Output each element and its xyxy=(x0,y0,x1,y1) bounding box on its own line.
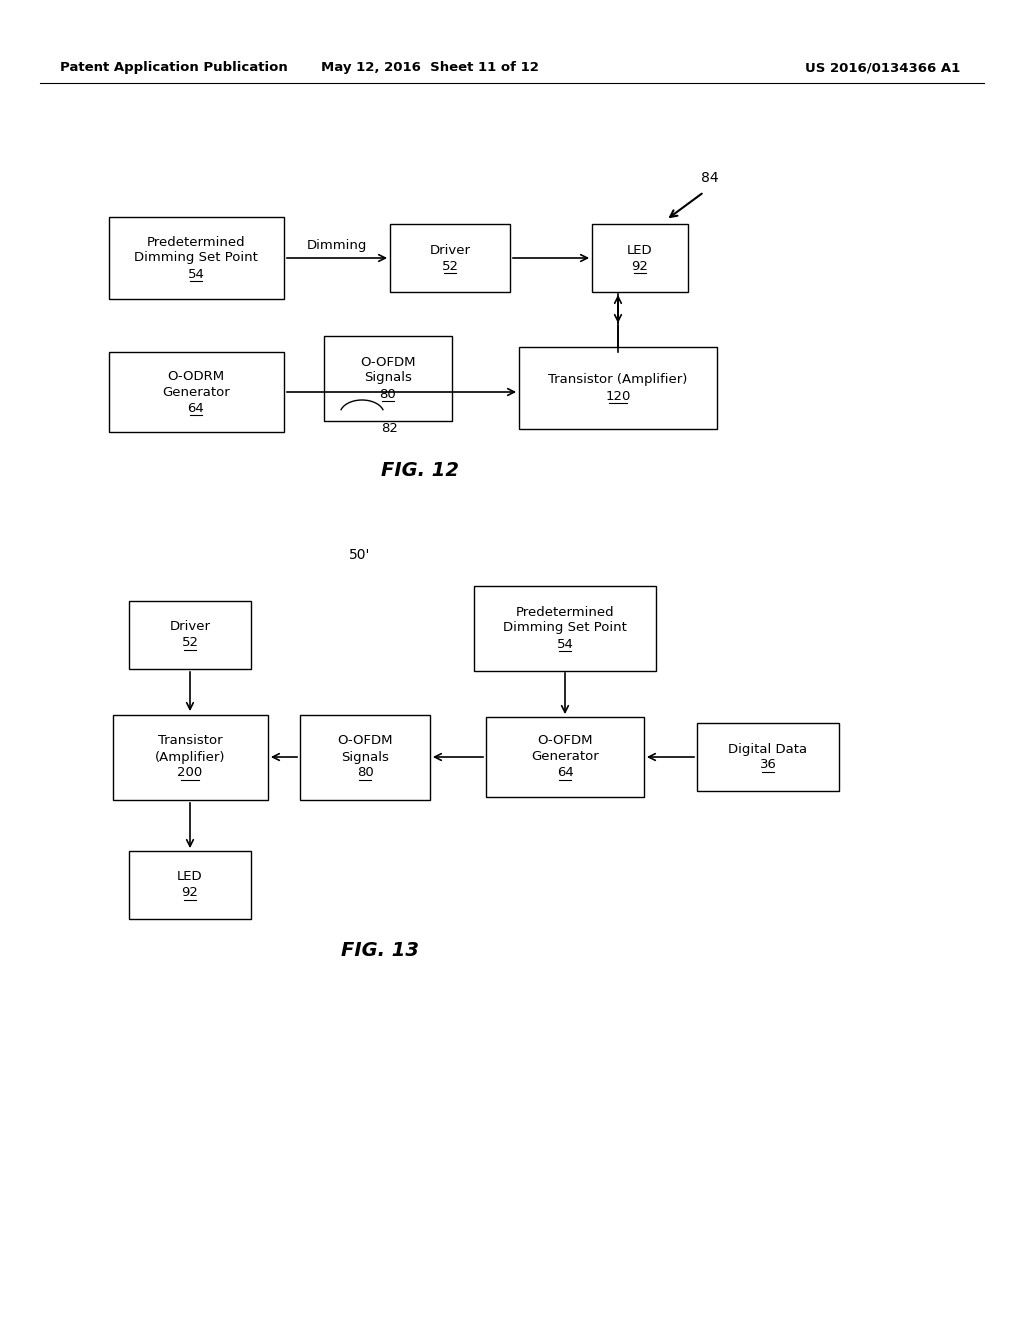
Text: Patent Application Publication: Patent Application Publication xyxy=(60,62,288,74)
Bar xyxy=(113,714,267,800)
Text: US 2016/0134366 A1: US 2016/0134366 A1 xyxy=(805,62,961,74)
Text: 54: 54 xyxy=(187,268,205,281)
Text: Transistor (Amplifier): Transistor (Amplifier) xyxy=(548,374,688,387)
Text: Driver: Driver xyxy=(170,620,211,634)
Bar xyxy=(697,723,839,791)
Bar xyxy=(129,851,251,919)
Text: FIG. 12: FIG. 12 xyxy=(381,461,459,479)
Text: Dimming: Dimming xyxy=(307,239,368,252)
Bar xyxy=(324,335,452,421)
Text: Predetermined: Predetermined xyxy=(146,235,246,248)
Text: 80: 80 xyxy=(380,388,396,400)
Text: O-ODRM: O-ODRM xyxy=(168,370,224,383)
Text: (Amplifier): (Amplifier) xyxy=(155,751,225,763)
Bar xyxy=(474,586,656,671)
Text: Predetermined: Predetermined xyxy=(516,606,614,619)
Text: 64: 64 xyxy=(557,767,573,780)
Bar xyxy=(129,601,251,669)
Text: 80: 80 xyxy=(356,767,374,780)
Text: LED: LED xyxy=(177,870,203,883)
Text: Signals: Signals xyxy=(341,751,389,763)
Text: 92: 92 xyxy=(181,887,199,899)
Text: 200: 200 xyxy=(177,767,203,780)
Bar xyxy=(300,714,430,800)
Bar xyxy=(592,224,688,292)
Text: O-OFDM: O-OFDM xyxy=(538,734,593,747)
Bar xyxy=(519,347,717,429)
Text: O-OFDM: O-OFDM xyxy=(360,355,416,368)
Bar xyxy=(486,717,644,797)
Text: 50': 50' xyxy=(349,548,371,562)
Text: 82: 82 xyxy=(382,421,398,434)
Text: 92: 92 xyxy=(632,260,648,272)
Bar xyxy=(109,216,284,300)
Text: 120: 120 xyxy=(605,389,631,403)
Text: 64: 64 xyxy=(187,401,205,414)
Text: LED: LED xyxy=(627,243,653,256)
Bar xyxy=(109,352,284,432)
Text: Driver: Driver xyxy=(429,243,470,256)
Text: Digital Data: Digital Data xyxy=(728,742,808,755)
Text: Generator: Generator xyxy=(162,385,229,399)
Text: Generator: Generator xyxy=(531,751,599,763)
Text: Signals: Signals xyxy=(365,371,412,384)
Text: 36: 36 xyxy=(760,759,776,771)
Text: Dimming Set Point: Dimming Set Point xyxy=(503,622,627,635)
Bar xyxy=(390,224,510,292)
Text: 52: 52 xyxy=(181,636,199,649)
Text: O-OFDM: O-OFDM xyxy=(337,734,393,747)
Text: Transistor: Transistor xyxy=(158,734,222,747)
Text: FIG. 13: FIG. 13 xyxy=(341,940,419,960)
Text: 52: 52 xyxy=(441,260,459,272)
Text: Dimming Set Point: Dimming Set Point xyxy=(134,252,258,264)
Text: May 12, 2016  Sheet 11 of 12: May 12, 2016 Sheet 11 of 12 xyxy=(322,62,539,74)
Text: 54: 54 xyxy=(557,638,573,651)
Text: 84: 84 xyxy=(701,172,719,185)
